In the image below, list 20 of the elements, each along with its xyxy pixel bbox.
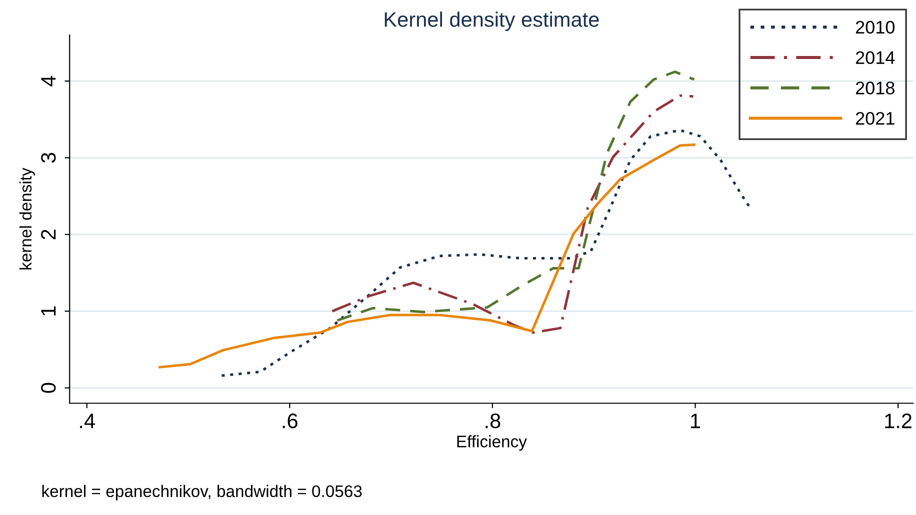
- x-tick-label: .4: [80, 414, 95, 428]
- y-tick-label: 2: [41, 230, 56, 240]
- y-tick-label: 4: [41, 76, 56, 86]
- x-tick-label: 1: [691, 414, 700, 428]
- y-tick-label: 0: [41, 382, 56, 393]
- y-tick-label: 1: [41, 306, 56, 316]
- legend-label: 2010: [856, 20, 895, 34]
- y-tick-label: 3: [41, 152, 56, 163]
- x-axis-title: Efficiency: [457, 435, 527, 451]
- chart-title: Kernel density estimate: [384, 12, 599, 32]
- x-tick-label: .8: [486, 414, 500, 428]
- x-tick-label: .6: [282, 414, 298, 428]
- y-axis-title: kernel density: [19, 168, 35, 270]
- legend-label: 2014: [856, 51, 895, 64]
- line-series: [158, 143, 696, 368]
- legend-label: 2018: [856, 82, 894, 94]
- text: kernel = epanechnikov, bandwidth = 0.0563: [42, 484, 362, 500]
- legend-label: 2021: [856, 112, 894, 125]
- x-tick-label: 1.2: [885, 414, 912, 428]
- line-series: [220, 128, 752, 377]
